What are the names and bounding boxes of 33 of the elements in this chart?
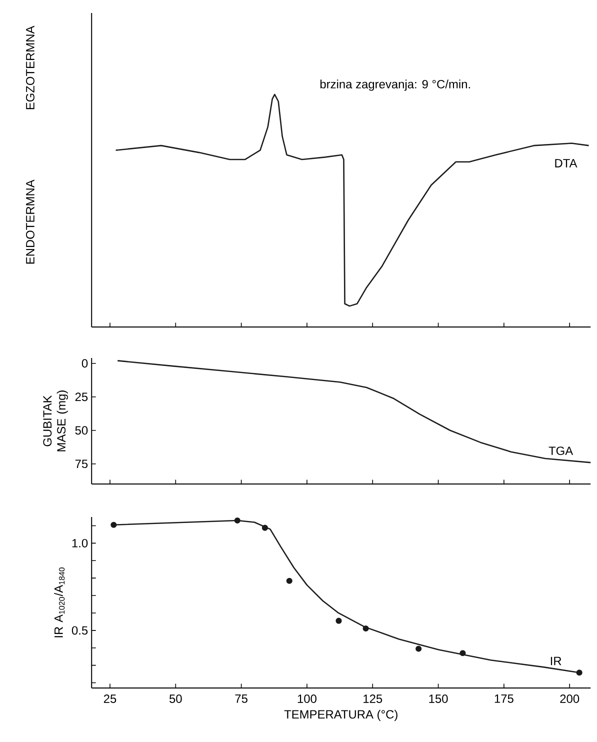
text: brzina zagrevanja: 9 °C/min. — [320, 80, 470, 91]
point — [336, 618, 342, 624]
point — [262, 524, 268, 531]
x-tick-label: 25 — [104, 694, 116, 703]
y-tick-label: 25 — [75, 392, 88, 402]
series-label: IR — [550, 656, 562, 666]
x-tick-label: 175 — [494, 694, 514, 703]
point — [460, 650, 466, 656]
series-label: DTA — [555, 159, 578, 168]
point — [234, 517, 240, 524]
y-tick-label: 75 — [75, 460, 88, 468]
y-tick-label: 0.5 — [72, 626, 88, 635]
x-tick-label: 100 — [298, 694, 316, 703]
y-axis-title: IR A$_{1020}$/A$_{1840}$ — [54, 567, 65, 638]
point — [362, 625, 369, 632]
text: EGZOTERMNA — [26, 26, 34, 110]
series-label: TGA — [548, 446, 574, 456]
x-axis-title: TEMPERATURA (°C) — [284, 710, 398, 721]
point — [110, 522, 117, 528]
y-tick-label: 50 — [75, 426, 88, 435]
point — [416, 646, 422, 652]
text: ENDOTERMNA — [26, 180, 34, 264]
point — [576, 670, 582, 676]
x-tick-label: 75 — [235, 694, 248, 703]
y-axis-title: GUBITAK MASE (mg) — [43, 390, 68, 452]
x-tick-label: 50 — [169, 694, 182, 703]
line-series — [116, 360, 592, 464]
x-tick-label: 150 — [429, 694, 448, 703]
y-tick-label: 1.0 — [72, 538, 88, 548]
x-tick-label: 125 — [364, 694, 382, 703]
point — [286, 578, 292, 584]
x-tick-label: 200 — [560, 694, 580, 703]
y-tick-label: 0 — [82, 359, 88, 368]
